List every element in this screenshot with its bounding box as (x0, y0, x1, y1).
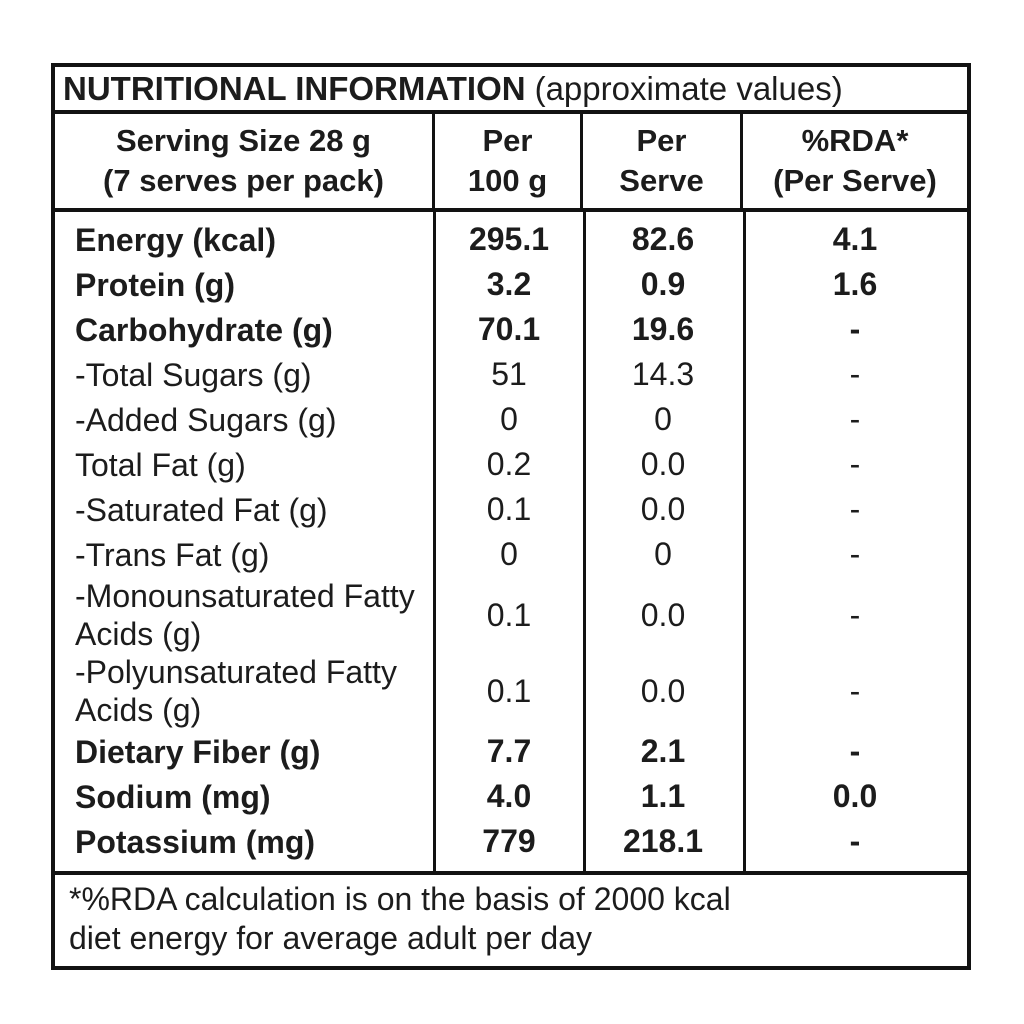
table-title: NUTRITIONAL INFORMATION (63, 69, 526, 107)
per-100g-value: 0 (500, 536, 518, 572)
per-serve-value: 0.0 (640, 596, 686, 633)
rda-line1: %RDA* (801, 123, 909, 158)
column-header-serving-size: Serving Size 28 g (7 serves per pack) (55, 114, 435, 208)
per-serve-value: 0.0 (640, 672, 686, 709)
table-row-added-sugars: -Added Sugars (g) 0 0 - (55, 397, 967, 442)
rda-value: 4.1 (832, 221, 878, 257)
per-100g-value: 51 (491, 356, 527, 392)
per-serve-value: 19.6 (631, 311, 695, 347)
table-row-monounsaturated-fatty-acids: -Monounsaturated Fatty Acids (g) 0.1 0.0… (55, 577, 967, 653)
per-serve-value: 14.3 (631, 356, 695, 392)
column-header-per-serve: Per Serve (583, 114, 743, 208)
per-serve-value: 0.0 (640, 491, 686, 527)
rda-value: - (849, 311, 861, 347)
per-100g-value: 0.1 (486, 596, 532, 633)
table-row-sodium: Sodium (mg) 4.0 1.1 0.0 (55, 774, 967, 819)
table-row-carbohydrate: Carbohydrate (g) 70.1 19.6 - (55, 307, 967, 352)
per-100g-value: 295.1 (468, 221, 550, 257)
rda-value: - (849, 536, 861, 572)
rda-value: - (849, 401, 861, 437)
table-title-suffix: (approximate values) (534, 69, 843, 107)
rda-value: - (849, 446, 861, 482)
nutrient-label: -Polyunsaturated Fatty Acids (g) (75, 654, 397, 728)
per-serve-value: 2.1 (640, 733, 686, 769)
nutrient-label: -Total Sugars (g) (75, 356, 312, 393)
per-100g-value: 779 (482, 823, 536, 859)
rda-value: - (849, 733, 861, 769)
per-100g-value: 4.0 (486, 778, 532, 814)
per-100g-value: 0.2 (486, 446, 532, 482)
serving-size-line2: (7 serves per pack) (103, 163, 384, 198)
table-row-polyunsaturated-fatty-acids: -Polyunsaturated Fatty Acids (g) 0.1 0.0… (55, 653, 967, 729)
table-row-total-fat: Total Fat (g) 0.2 0.0 - (55, 442, 967, 487)
rda-footnote: *%RDA calculation is on the basis of 200… (55, 871, 967, 966)
per-100g-value: 0 (500, 401, 518, 437)
per-serve-value: 0.9 (640, 266, 686, 302)
rda-value: - (849, 672, 861, 709)
column-divider-1 (433, 212, 436, 871)
table-row-protein: Protein (g) 3.2 0.9 1.6 (55, 262, 967, 307)
rda-footnote-line1: *%RDA calculation is on the basis of 200… (69, 881, 731, 917)
per-serve-value: 1.1 (640, 778, 686, 814)
nutrient-label: Dietary Fiber (g) (75, 733, 321, 770)
rda-value: - (849, 491, 861, 527)
per-100g-value: 0.1 (486, 672, 532, 709)
table-row-saturated-fat: -Saturated Fat (g) 0.1 0.0 - (55, 487, 967, 532)
table-row-dietary-fiber: Dietary Fiber (g) 7.7 2.1 - (55, 729, 967, 774)
per-serve-value: 0 (654, 536, 672, 572)
table-row-energy: Energy (kcal) 295.1 82.6 4.1 (55, 217, 967, 262)
nutrition-facts-table: NUTRITIONAL INFORMATION (approximate val… (51, 63, 971, 970)
nutrient-label: Energy (kcal) (75, 221, 276, 258)
rda-footnote-line2: diet energy for average adult per day (69, 920, 592, 956)
rda-value: 0.0 (832, 778, 878, 814)
serving-size-line1: Serving Size 28 g (116, 123, 371, 158)
per-serve-value: 218.1 (622, 823, 704, 859)
table-body: Energy (kcal) 295.1 82.6 4.1 Protein (g)… (55, 212, 967, 871)
table-row-trans-fat: -Trans Fat (g) 0 0 - (55, 532, 967, 577)
table-row-potassium: Potassium (mg) 779 218.1 - (55, 819, 967, 864)
per-serve-value: 82.6 (631, 221, 695, 257)
rda-line2: (Per Serve) (773, 163, 937, 198)
rda-value: - (849, 596, 861, 633)
nutrient-label: -Monounsaturated Fatty Acids (g) (75, 578, 415, 652)
per-100g-value: 0.1 (486, 491, 532, 527)
per-serve-value: 0 (654, 401, 672, 437)
column-header-rda: %RDA* (Per Serve) (743, 114, 967, 208)
column-divider-2 (583, 212, 586, 871)
per-100g-line2: 100 g (467, 163, 548, 198)
nutrient-label: -Saturated Fat (g) (75, 491, 328, 528)
column-header-per-100g: Per 100 g (435, 114, 583, 208)
nutrient-label: Protein (g) (75, 266, 235, 303)
nutrient-label: Sodium (mg) (75, 778, 271, 815)
nutrient-label: -Trans Fat (g) (75, 536, 270, 573)
per-serve-value: 0.0 (640, 446, 686, 482)
per-100g-value: 7.7 (486, 733, 532, 769)
rda-value: 1.6 (832, 266, 878, 302)
column-divider-3 (743, 212, 746, 871)
nutrient-label: Total Fat (g) (75, 446, 246, 483)
column-header-row: Serving Size 28 g (7 serves per pack) Pe… (55, 114, 967, 212)
table-title-row: NUTRITIONAL INFORMATION (approximate val… (55, 67, 967, 114)
rda-value: - (849, 823, 861, 859)
per-serve-line1: Per (636, 123, 687, 158)
per-100g-value: 3.2 (486, 266, 532, 302)
nutrient-label: Carbohydrate (g) (75, 311, 333, 348)
nutrient-label: -Added Sugars (g) (75, 401, 337, 438)
per-100g-value: 70.1 (477, 311, 541, 347)
table-row-total-sugars: -Total Sugars (g) 51 14.3 - (55, 352, 967, 397)
per-serve-line2: Serve (619, 163, 704, 198)
per-100g-line1: Per (482, 123, 533, 158)
nutrient-label: Potassium (mg) (75, 823, 316, 860)
rda-value: - (849, 356, 861, 392)
